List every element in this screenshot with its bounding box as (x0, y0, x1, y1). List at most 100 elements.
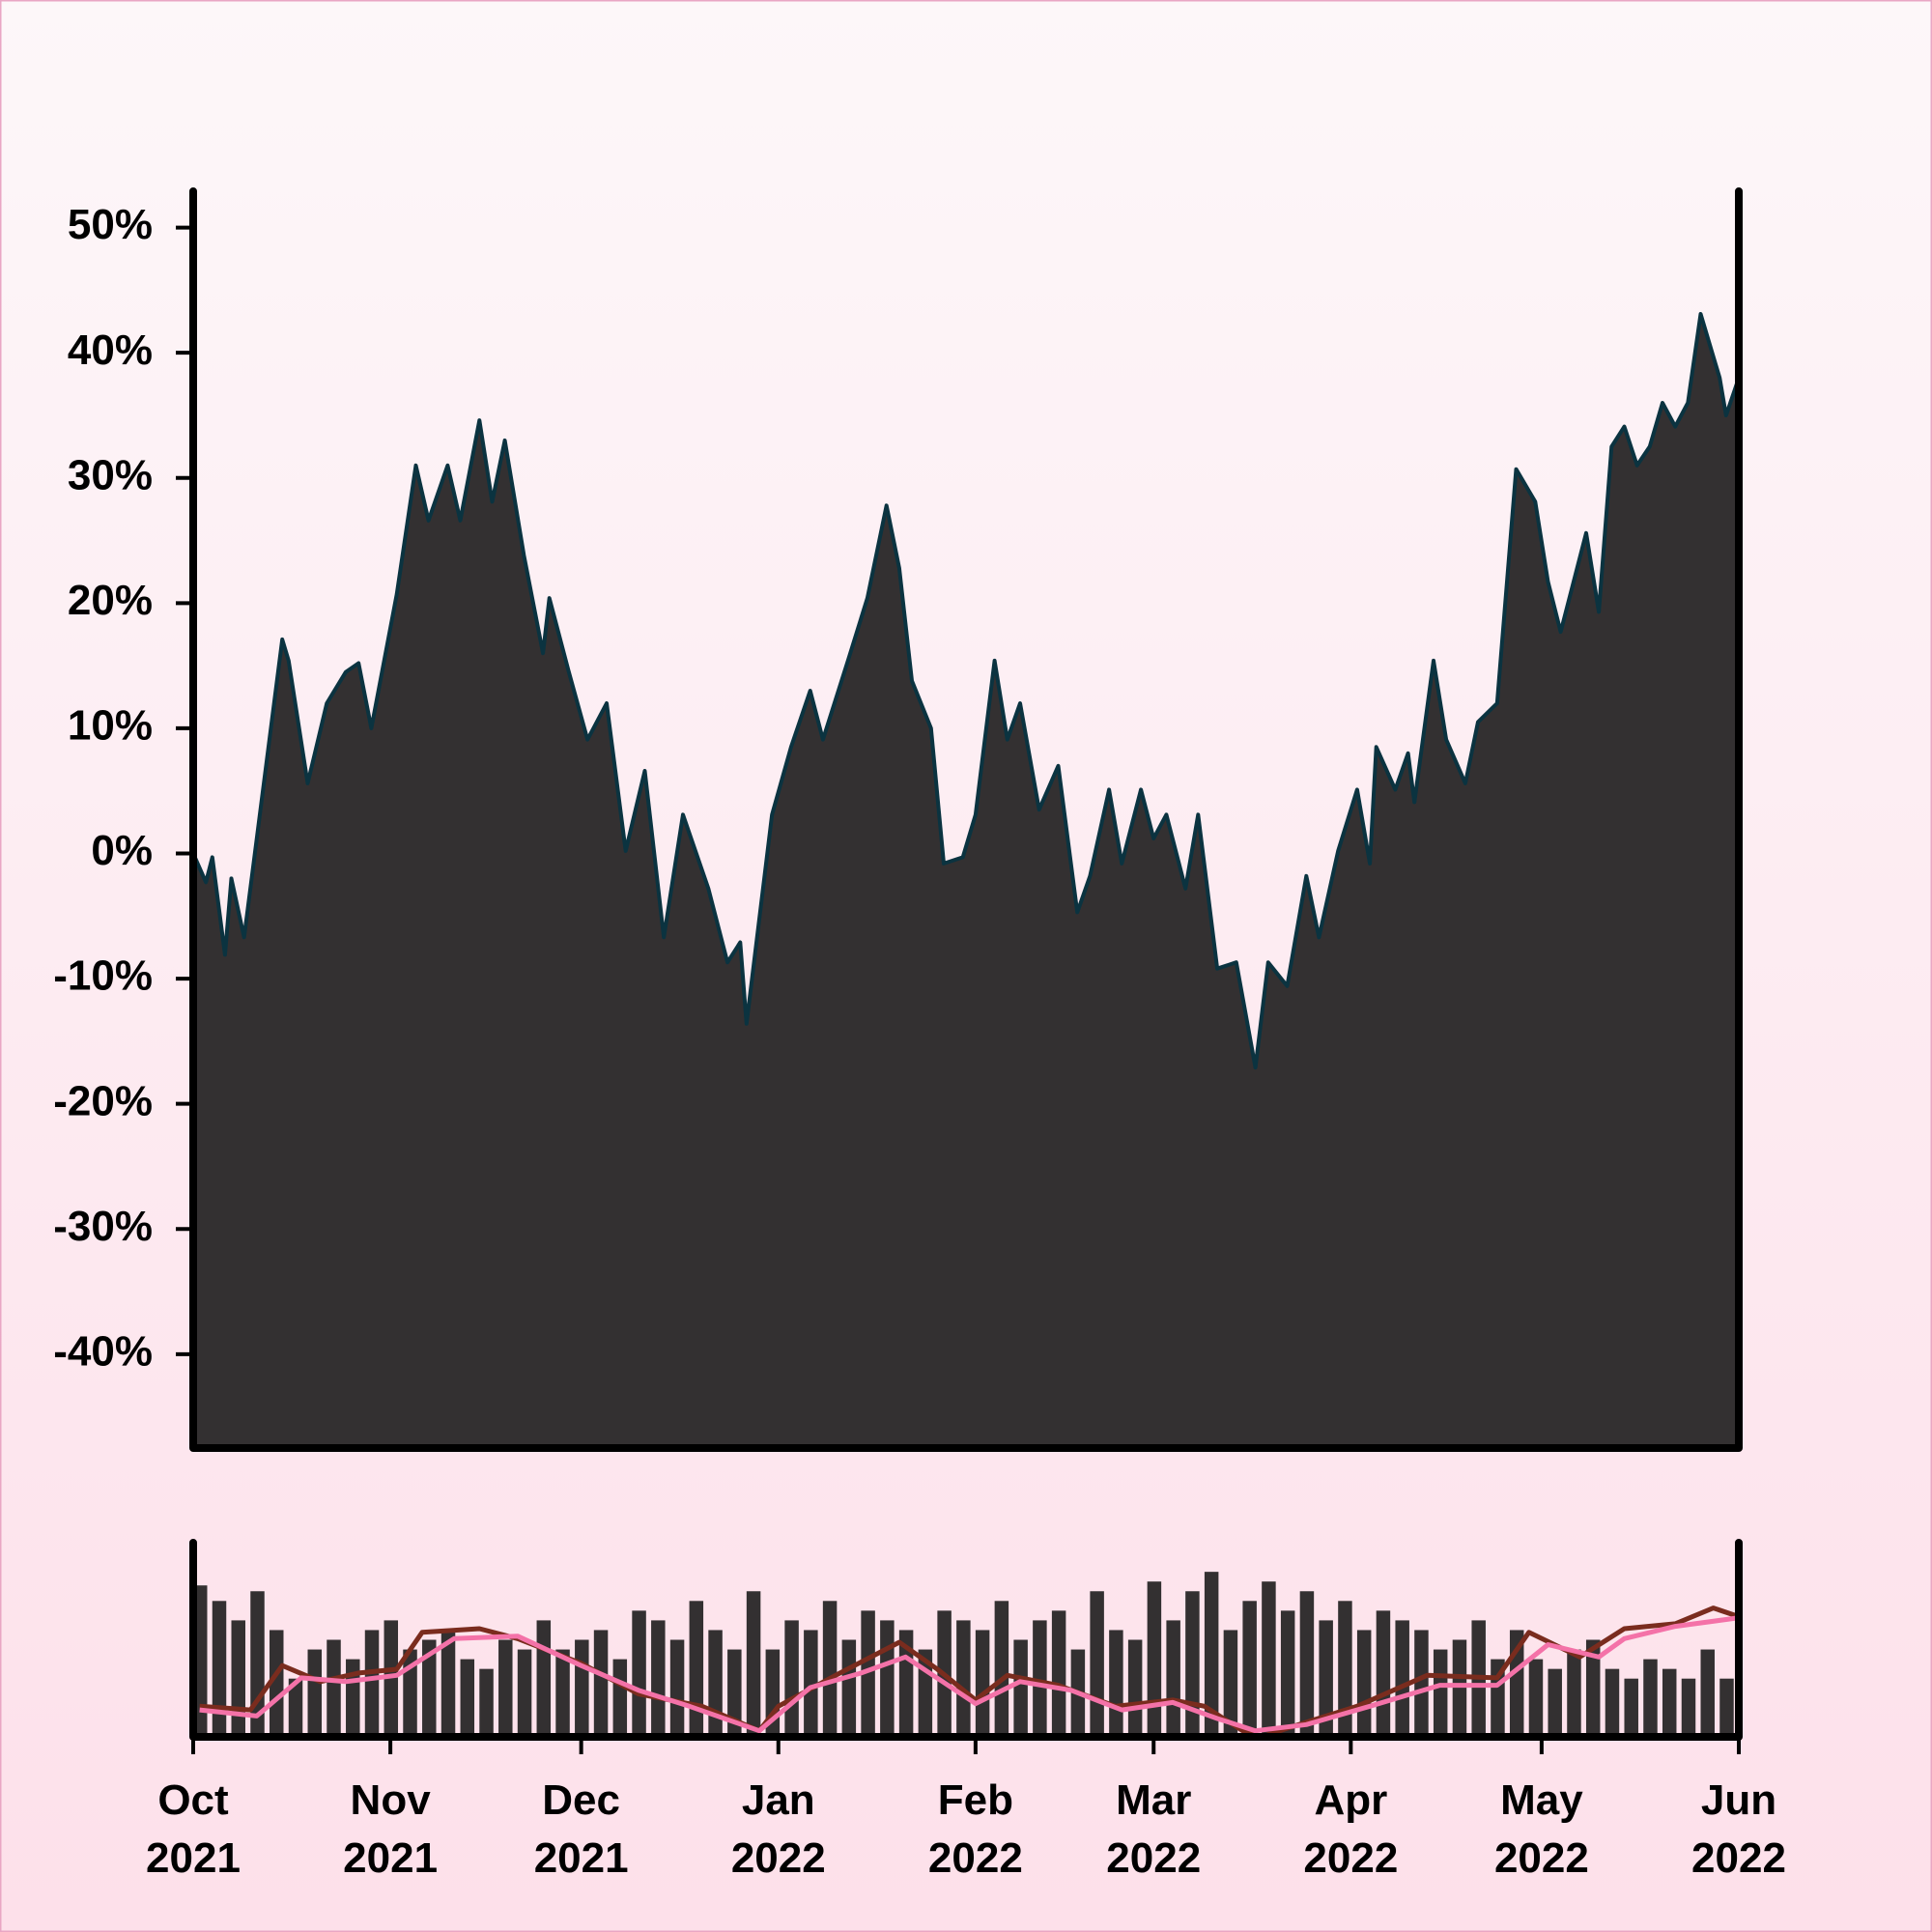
x-tick-label-line: Apr (1314, 1776, 1387, 1824)
x-tick-label-line: Nov (351, 1776, 432, 1824)
axis-spine (189, 187, 1743, 1452)
volume-bar (1567, 1649, 1581, 1737)
x-tick-label-line: 2021 (534, 1834, 629, 1882)
volume-bar (1013, 1639, 1028, 1737)
y-tick-label: 40% (68, 327, 153, 374)
volume-bar (250, 1591, 265, 1737)
volume-bar (517, 1649, 532, 1737)
volume-bar (841, 1639, 857, 1737)
volume-bar (212, 1601, 227, 1737)
volume-bar (440, 1630, 456, 1737)
y-tick-label: 0% (91, 827, 153, 874)
volume-bar (1452, 1639, 1467, 1737)
volume-bar (479, 1668, 494, 1737)
x-tick-label-line: 2022 (1303, 1834, 1398, 1882)
x-tick-label-line: May (1500, 1776, 1583, 1824)
volume-bar (746, 1591, 761, 1737)
y-tick-label: 10% (68, 702, 153, 750)
volume-bar (822, 1601, 838, 1737)
volume-bar (1528, 1659, 1544, 1737)
x-tick-label-line: 2022 (928, 1834, 1023, 1882)
volume-bar (861, 1610, 875, 1737)
volume-bar (708, 1630, 723, 1737)
volume-bar (1147, 1581, 1162, 1737)
x-tick-label-line: 2022 (1494, 1834, 1589, 1882)
volume-bar (1338, 1601, 1352, 1737)
x-tick-label-line: Jun (1701, 1776, 1776, 1824)
x-tick-label: Oct 2021 (146, 1776, 241, 1882)
volume-bar (1262, 1581, 1276, 1737)
x-tick-label-line: Mar (1116, 1776, 1191, 1824)
volume-bar (1033, 1620, 1047, 1737)
volume-bar (1605, 1668, 1620, 1737)
volume-bar (1433, 1649, 1448, 1737)
volume-bar (784, 1620, 799, 1737)
area-fill (193, 314, 1739, 1448)
x-tick-label: Jan 2022 (731, 1776, 826, 1882)
x-tick-label-line: 2021 (343, 1834, 438, 1882)
volume-bar (1127, 1639, 1143, 1737)
volume-bar (1624, 1678, 1638, 1737)
volume-bar (1719, 1678, 1734, 1737)
x-tick-label: Apr 2022 (1303, 1776, 1398, 1882)
volume-bar (593, 1630, 609, 1737)
volume-bar (231, 1620, 245, 1737)
volume-bar (1319, 1620, 1333, 1737)
y-tick-label: -30% (53, 1203, 153, 1250)
volume-bar (1185, 1591, 1200, 1737)
volume-bar (1414, 1630, 1429, 1737)
volume-bar (1090, 1591, 1104, 1737)
volume-bar (1242, 1601, 1257, 1737)
volume-bar (327, 1639, 341, 1737)
volume-bar (1548, 1668, 1562, 1737)
volume-bar (1051, 1610, 1066, 1737)
volume-bar (555, 1649, 570, 1737)
volume-bar (956, 1620, 971, 1737)
volume-bar (1376, 1610, 1391, 1737)
volume-bar (632, 1610, 646, 1737)
x-tick-label: Feb 2022 (928, 1776, 1023, 1882)
volume-bar (288, 1678, 303, 1737)
volume-bar (1109, 1630, 1123, 1737)
volume-bar (384, 1620, 399, 1737)
volume-bar (460, 1659, 475, 1737)
x-tick-label-line: Oct (157, 1776, 229, 1824)
y-tick-label: -40% (53, 1327, 153, 1375)
x-tick-label-line: 2022 (731, 1834, 826, 1882)
volume-bar (307, 1649, 323, 1737)
plot-area (193, 1572, 1739, 1737)
y-tick-label: 20% (68, 577, 153, 624)
volume-bar (364, 1630, 380, 1737)
volume-bar (1395, 1620, 1409, 1737)
volume-bar (422, 1639, 437, 1737)
volume-bar (1681, 1678, 1696, 1737)
x-tick-label: May 2022 (1494, 1776, 1589, 1882)
volume-bar (880, 1620, 895, 1737)
volume-bar (575, 1639, 589, 1737)
volume-bar (727, 1649, 742, 1737)
x-tick-label: Nov 2021 (343, 1776, 438, 1882)
volume-bar (994, 1601, 1009, 1737)
volume-bar (1643, 1659, 1658, 1737)
volume-bar (1700, 1649, 1715, 1737)
volume-bar (612, 1659, 628, 1737)
area-line (193, 312, 1739, 1070)
x-tick-label: Dec 2021 (534, 1776, 629, 1882)
y-tick-label: 50% (68, 201, 153, 248)
volume-bar (498, 1639, 513, 1737)
volume-bar (1204, 1572, 1219, 1737)
moving-average-line (199, 1615, 1739, 1734)
volume-bar (1166, 1620, 1180, 1737)
volume-bar (270, 1630, 284, 1737)
x-tick-label-line: Jan (742, 1776, 815, 1824)
plot-area (193, 312, 1739, 1448)
x-tick-label-line: Feb (938, 1776, 1013, 1824)
axis-spine (189, 1539, 1743, 1741)
x-tick-label: Mar 2022 (1106, 1776, 1201, 1882)
volume-bar (1585, 1639, 1601, 1737)
y-tick-label: -20% (53, 1077, 153, 1124)
volume-bar (1299, 1591, 1315, 1737)
moving-average-line (199, 1605, 1739, 1737)
volume-bar (804, 1630, 818, 1737)
